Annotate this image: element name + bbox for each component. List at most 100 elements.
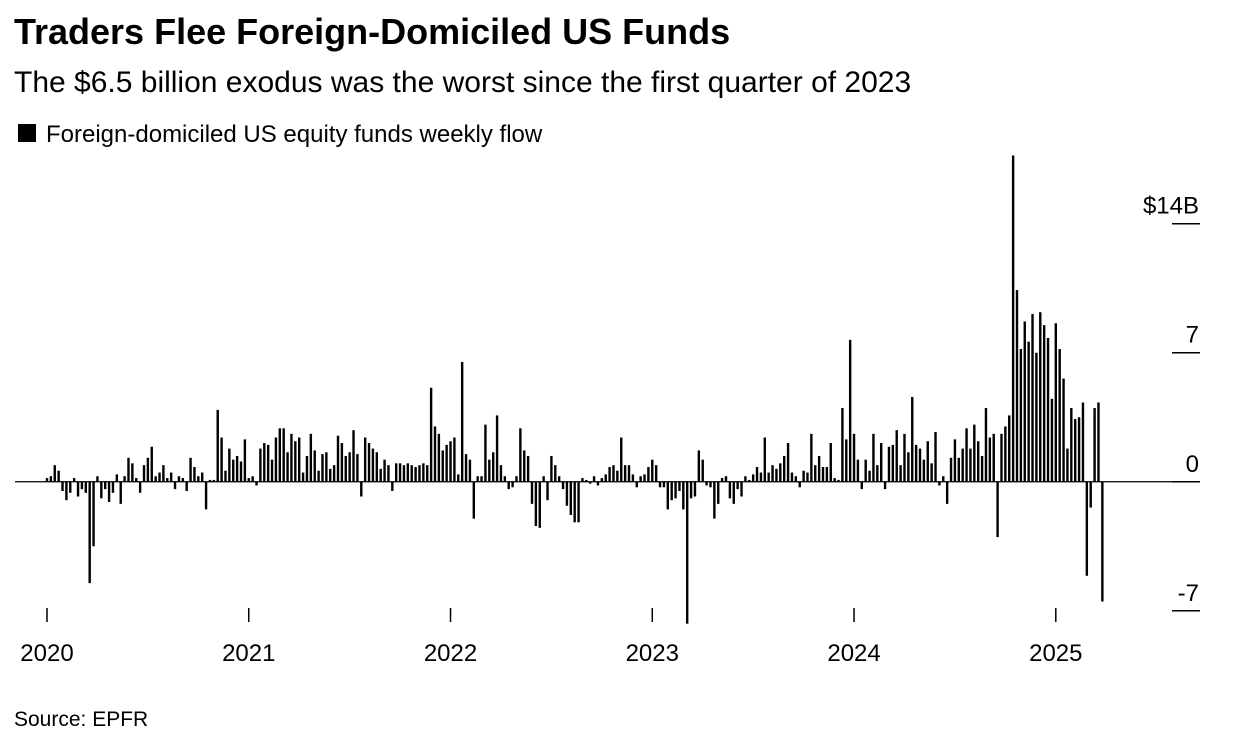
bar: [166, 478, 169, 482]
bar: [938, 481, 941, 486]
bar: [596, 481, 600, 486]
bar: [557, 476, 561, 482]
bar: [732, 481, 735, 504]
bar: [740, 481, 743, 497]
bar: [1070, 408, 1073, 482]
bar: [755, 467, 759, 482]
bar: [728, 481, 732, 499]
bar: [883, 481, 887, 490]
bar: [329, 468, 332, 482]
bar: [961, 448, 964, 482]
bar: [821, 467, 825, 482]
bar: [332, 465, 336, 482]
bar: [934, 432, 937, 482]
bar: [949, 457, 953, 482]
bar: [76, 481, 80, 497]
bar: [794, 476, 798, 482]
bar: [422, 463, 425, 482]
bar: [410, 465, 413, 482]
bar: [325, 452, 328, 482]
bar: [383, 459, 386, 482]
bar: [942, 476, 945, 482]
bar: [1054, 323, 1057, 482]
bar: [158, 472, 161, 482]
bar: [429, 387, 433, 482]
bar: [581, 478, 584, 482]
bar: [705, 481, 708, 486]
bar: [678, 481, 681, 491]
bar: [736, 481, 739, 490]
bar: [872, 433, 875, 482]
bar: [162, 465, 165, 482]
bar: [837, 479, 840, 482]
bar: [759, 472, 763, 482]
bar: [1031, 314, 1034, 482]
bar: [674, 481, 677, 499]
bar: [45, 478, 49, 482]
bar: [783, 455, 786, 482]
bar: [138, 481, 142, 493]
y-tick-label: -7: [1178, 580, 1199, 607]
bar: [499, 465, 503, 482]
bar: [1077, 417, 1081, 482]
bar: [589, 481, 592, 484]
bar: [651, 459, 654, 482]
bar: [984, 408, 988, 482]
bar: [263, 443, 266, 482]
bar: [887, 446, 891, 482]
bar: [402, 465, 406, 482]
bar: [771, 465, 774, 482]
bar: [542, 476, 545, 482]
bar: [561, 481, 565, 490]
chart-title: Traders Flee Foreign-Domiciled US Funds: [14, 11, 730, 52]
bar: [232, 459, 235, 482]
bar: [1027, 341, 1030, 482]
bar: [309, 433, 313, 482]
bar: [317, 470, 320, 482]
bar: [367, 443, 371, 482]
legend-swatch: [18, 124, 36, 142]
bar: [1085, 481, 1089, 576]
bar: [604, 474, 607, 482]
bar: [177, 476, 181, 482]
bar: [189, 457, 192, 482]
bar: [235, 455, 239, 482]
x-tick-label: 2024: [827, 640, 880, 667]
bar: [748, 479, 751, 482]
bar: [891, 444, 895, 482]
bar: [1011, 155, 1015, 482]
bar: [763, 437, 766, 482]
bar: [569, 481, 572, 515]
bar: [84, 481, 87, 493]
bar: [445, 444, 448, 482]
bar: [526, 455, 530, 482]
bar: [336, 435, 340, 482]
bar: [460, 361, 464, 482]
bar: [620, 437, 623, 482]
bar: [298, 437, 301, 482]
bar: [585, 479, 588, 482]
bar: [391, 481, 394, 491]
bar: [507, 481, 510, 490]
bar: [546, 481, 549, 501]
bar: [647, 467, 650, 482]
bar: [282, 428, 285, 482]
bar: [717, 481, 720, 504]
bar: [1097, 402, 1100, 482]
bar: [379, 468, 382, 482]
bar: [1042, 325, 1046, 482]
bar: [635, 481, 638, 488]
bar: [57, 470, 60, 482]
bar: [239, 461, 243, 482]
bar: [224, 470, 227, 482]
bar: [395, 463, 398, 482]
bar: [92, 481, 95, 547]
bar: [212, 479, 216, 482]
bar: [860, 481, 863, 490]
bar: [841, 408, 844, 482]
bar: [305, 455, 309, 482]
bar: [127, 457, 130, 482]
bar: [973, 424, 976, 482]
bar: [150, 446, 153, 482]
bar: [414, 467, 417, 482]
